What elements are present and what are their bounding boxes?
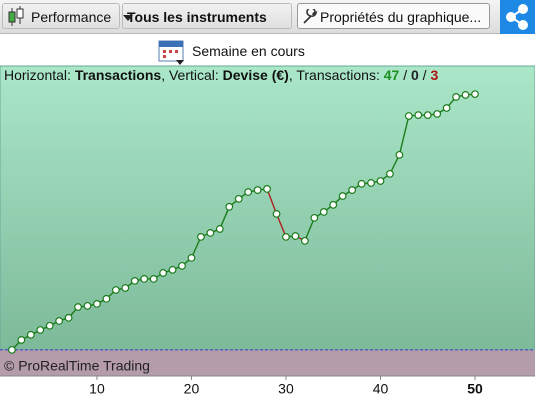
trade-point — [130, 276, 139, 285]
trade-point — [367, 179, 375, 187]
period-label: Semaine en cours — [192, 43, 305, 59]
info-text: / — [399, 67, 411, 83]
period-selector[interactable]: Semaine en cours — [158, 38, 318, 65]
trade-point — [17, 336, 26, 344]
trade-point — [310, 213, 319, 222]
trade-point — [74, 303, 82, 311]
trade-point — [187, 254, 196, 262]
equity-segment — [266, 188, 278, 215]
trade-point — [121, 284, 130, 292]
properties-label: Propriétés du graphique... — [320, 9, 482, 25]
trade-point — [357, 179, 366, 188]
trade-point — [26, 330, 35, 339]
trade-point — [404, 112, 413, 120]
trade-point — [300, 236, 309, 245]
share-icon — [506, 4, 528, 30]
trade-point — [253, 186, 262, 194]
trade-point — [8, 345, 16, 354]
trade-point — [64, 313, 73, 322]
dropdown-arrow — [123, 15, 133, 21]
x-tick-label: 20 — [184, 381, 200, 397]
trade-point — [178, 261, 186, 270]
trade-point — [197, 232, 205, 241]
trade-point — [215, 225, 224, 233]
trade-point — [291, 232, 300, 240]
trade-point — [111, 286, 120, 294]
performance-button[interactable]: Performance — [2, 3, 120, 29]
losing-count: 3 — [430, 67, 438, 83]
info-text: , Vertical: — [161, 67, 222, 83]
chart-info: Horizontal: Transactions, Vertical: Devi… — [4, 67, 438, 83]
trade-point — [149, 275, 158, 283]
performance-label: Performance — [31, 9, 112, 25]
trade-point — [386, 169, 394, 178]
trade-point — [263, 185, 271, 193]
info-text: Horizontal: — [4, 67, 75, 83]
trade-point — [225, 202, 234, 211]
trade-point — [234, 194, 243, 203]
equity-segment — [304, 217, 315, 242]
x-tick-label: 10 — [89, 381, 105, 397]
neutral-count: 0 — [411, 67, 419, 83]
equity-segment — [219, 206, 230, 230]
winning-count: 47 — [384, 67, 400, 83]
trade-point — [423, 111, 432, 120]
trade-point — [102, 294, 111, 303]
trade-point — [471, 90, 479, 99]
trade-point — [159, 269, 168, 277]
equity-segment — [275, 213, 287, 238]
trade-point — [329, 200, 338, 209]
candle-icon — [8, 6, 24, 26]
trade-point — [376, 177, 385, 185]
trade-point — [83, 301, 92, 310]
info-text: , Transactions: — [289, 67, 384, 83]
x-tick-label: 30 — [278, 381, 294, 397]
trade-point — [168, 265, 177, 274]
trade-point — [433, 110, 442, 118]
wrench-icon — [303, 9, 318, 24]
trade-point — [282, 232, 290, 241]
trade-point — [45, 321, 54, 330]
watermark: © ProRealTime Trading — [4, 358, 150, 374]
trade-point — [140, 275, 149, 283]
toolbar: Performance Tous les instruments Proprié… — [0, 0, 535, 34]
trade-point — [36, 326, 45, 334]
instruments-dropdown[interactable]: Tous les instruments — [122, 3, 292, 29]
trade-point — [244, 188, 253, 196]
trade-point — [206, 229, 215, 237]
trade-point — [452, 93, 460, 101]
instruments-label: Tous les instruments — [127, 9, 267, 25]
period-row: Semaine en cours — [0, 34, 535, 66]
info-text: Devise (€) — [223, 67, 289, 83]
trade-point — [461, 91, 470, 99]
trade-point — [414, 111, 423, 120]
x-tick-label: 50 — [467, 381, 483, 397]
trade-point — [319, 208, 328, 216]
x-tick-label: 40 — [373, 381, 389, 397]
trade-point — [442, 104, 451, 112]
trade-point — [348, 186, 357, 194]
negative-band — [0, 349, 535, 376]
trade-point — [55, 317, 64, 325]
info-text: / — [419, 67, 431, 83]
trade-point — [93, 299, 101, 308]
trade-point — [272, 210, 281, 218]
properties-button[interactable]: Propriétés du graphique... — [297, 3, 490, 29]
trade-point — [395, 150, 404, 159]
info-text: Transactions — [75, 67, 162, 83]
calendar-icon — [158, 40, 184, 65]
share-button[interactable] — [500, 0, 535, 34]
equity-segment — [398, 115, 410, 156]
trade-point — [338, 192, 347, 200]
